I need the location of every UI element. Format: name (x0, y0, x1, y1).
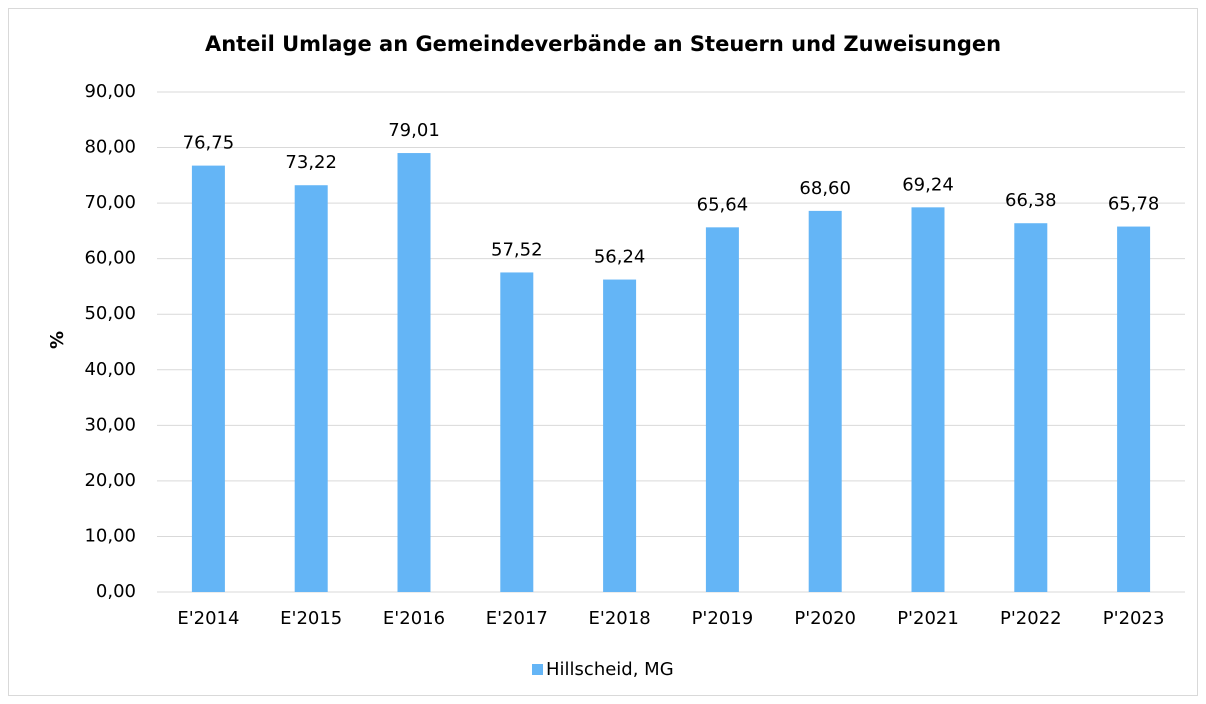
bar (603, 279, 637, 592)
y-axis-title: % (47, 331, 68, 349)
x-tick-label: P'2023 (1103, 608, 1165, 629)
x-tick-label: P'2019 (692, 608, 754, 629)
y-tick-label: 20,00 (84, 470, 136, 491)
y-tick-label: 90,00 (84, 81, 136, 102)
data-label: 73,22 (285, 152, 337, 173)
bar (1014, 223, 1048, 592)
y-tick-label: 10,00 (84, 525, 136, 546)
y-tick-label: 60,00 (84, 248, 136, 269)
x-tick-label: E'2014 (177, 608, 239, 629)
bar (294, 185, 328, 592)
y-tick-label: 70,00 (84, 192, 136, 213)
bar (500, 272, 534, 592)
y-tick-label: 30,00 (84, 414, 136, 435)
bar (705, 227, 739, 593)
bar (191, 165, 225, 592)
legend-label: Hillscheid, MG (546, 659, 674, 680)
chart-title: Anteil Umlage an Gemeindeverbände an Ste… (205, 32, 1001, 56)
x-tick-label: E'2016 (383, 608, 445, 629)
x-tick-label: E'2015 (280, 608, 342, 629)
data-label: 66,38 (1005, 190, 1057, 211)
bar (808, 210, 842, 592)
bar (911, 207, 945, 593)
data-label: 65,78 (1108, 194, 1160, 215)
bar (1117, 226, 1151, 593)
data-label: 76,75 (183, 133, 235, 154)
y-tick-label: 0,00 (96, 581, 136, 602)
bar (397, 153, 431, 593)
data-label: 57,52 (491, 239, 543, 260)
y-tick-label: 80,00 (84, 137, 136, 158)
data-label: 65,64 (697, 194, 749, 215)
x-tick-label: E'2017 (486, 608, 548, 629)
y-tick-label: 40,00 (84, 359, 136, 380)
x-tick-label: P'2022 (1000, 608, 1062, 629)
y-tick-label: 50,00 (84, 303, 136, 324)
data-label: 69,24 (902, 174, 954, 195)
data-label: 56,24 (594, 247, 646, 268)
data-label: 68,60 (799, 178, 851, 199)
legend-swatch (532, 664, 543, 675)
x-tick-label: P'2021 (897, 608, 959, 629)
x-tick-label: E'2018 (589, 608, 651, 629)
data-label: 79,01 (388, 120, 440, 141)
x-tick-label: P'2020 (794, 608, 856, 629)
